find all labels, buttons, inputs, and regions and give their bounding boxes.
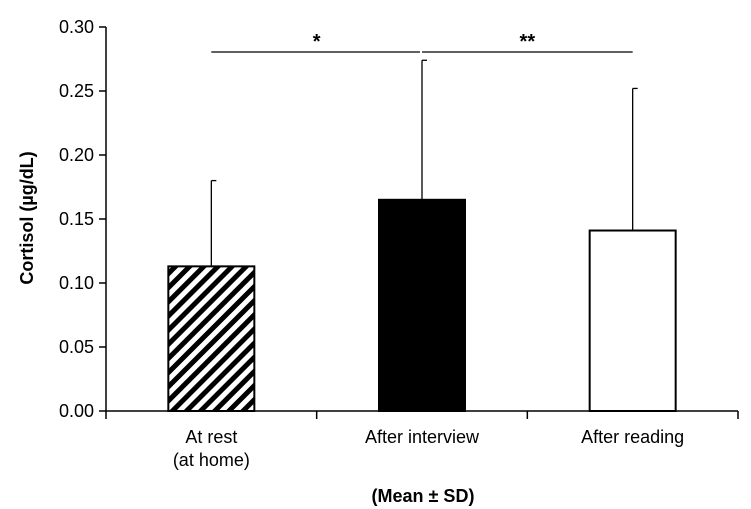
y-tick-label: 0.30: [59, 17, 94, 37]
significance-annotations: * **: [211, 31, 633, 53]
y-tick-label: 0.25: [59, 81, 94, 101]
x-axis-title: (Mean ± SD): [372, 486, 475, 506]
y-tick-label: 0.15: [59, 209, 94, 229]
x-category-label: At rest: [185, 427, 237, 447]
y-axis-title: Cortisol (µg/dL): [17, 151, 37, 284]
x-category-label: (at home): [173, 450, 250, 470]
bar-1: [378, 198, 466, 412]
bar-0: [167, 265, 256, 412]
y-tick-label: 0.00: [59, 401, 94, 421]
y-tick-label: 0.20: [59, 145, 94, 165]
x-axis-labels: At rest (at home) After interview After rea…: [173, 427, 684, 470]
bar-2: [588, 229, 677, 412]
y-tick-label: 0.05: [59, 337, 94, 357]
significance-marker: **: [520, 31, 536, 53]
bars: [167, 59, 677, 412]
y-tick-label: 0.10: [59, 273, 94, 293]
x-category-label: After reading: [581, 427, 684, 447]
y-axis-ticks: 0.00 0.05 0.10 0.15 0.20 0.25 0.30: [59, 17, 106, 421]
significance-marker: *: [313, 31, 321, 53]
x-category-label: After interview: [365, 427, 480, 447]
